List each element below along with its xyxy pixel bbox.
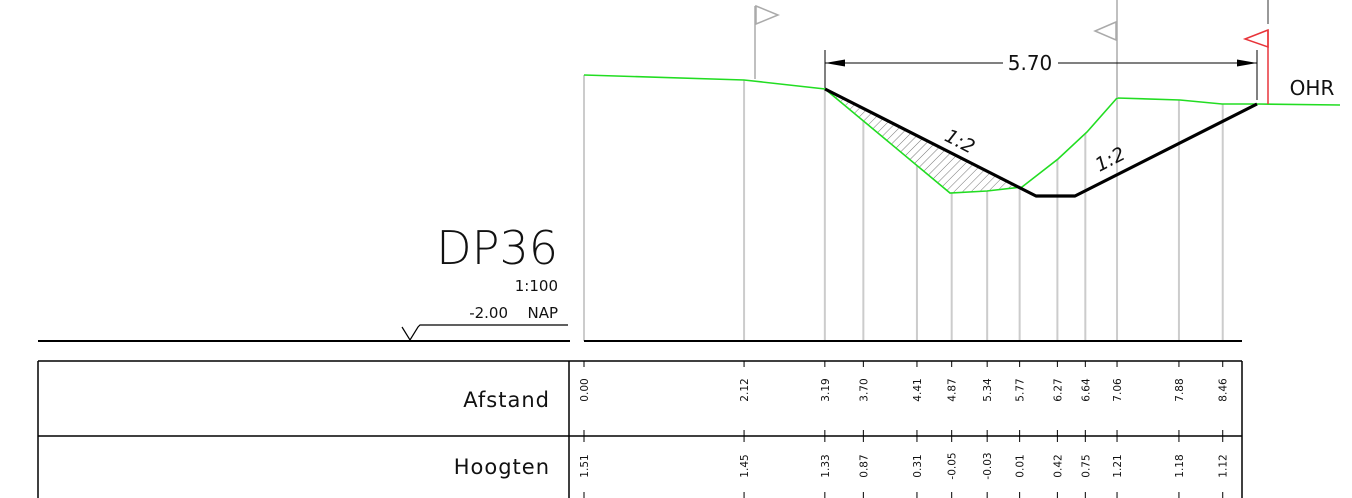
afstand-value: 7.88 (1174, 378, 1186, 401)
dimension-label: 5.70 (1008, 51, 1053, 75)
reference-level-label: NAP (527, 304, 558, 322)
design-profile-line (824, 87, 1258, 198)
afstand-value: 3.70 (858, 378, 870, 401)
flag-marker-left (754, 4, 780, 79)
hoogte-value: 1.21 (1112, 454, 1124, 477)
table-ticks: 0.00 1.51 2.12 1.45 3.19 1.33 3.70 0.87 4.41 0.31… (579, 361, 1230, 498)
afstand-value: 2.12 (739, 378, 751, 401)
data-table: Afstand Hoogten 0.00 1.51 2.12 1.45 3.19 1.33… (37, 360, 1243, 498)
hoogte-value: 0.75 (1080, 454, 1092, 477)
hoogte-value: 1.33 (820, 454, 832, 477)
hoogte-value: 1.51 (579, 454, 591, 477)
station-lines (583, 75, 1224, 341)
flag-marker-middle (1093, 0, 1118, 98)
afstand-value: 6.64 (1080, 378, 1092, 402)
hoogte-value: 0.31 (912, 454, 924, 477)
hoogte-value: -0.05 (947, 452, 959, 479)
afstand-value: 5.34 (982, 378, 994, 402)
hoogte-value: 0.01 (1015, 454, 1027, 477)
hoogte-value: 0.42 (1052, 454, 1064, 477)
hoogte-value: 1.12 (1218, 454, 1230, 477)
hoogte-value: 1.18 (1174, 454, 1186, 477)
row-label-afstand: Afstand (463, 388, 550, 412)
afstand-value: 8.46 (1218, 378, 1230, 402)
afstand-value: 3.19 (820, 378, 832, 401)
hoogte-value: 0.87 (858, 454, 870, 477)
scale-label: 1:100 (515, 277, 558, 295)
reference-level-value: -2.00 (469, 304, 508, 322)
row-label-hoogten: Hoogten (454, 455, 550, 479)
flag-marker-red (1242, 0, 1269, 104)
afstand-value: 0.00 (579, 378, 591, 401)
afstand-value: 6.27 (1052, 378, 1064, 401)
width-dimension: 5.70 (824, 50, 1258, 100)
hoogte-value: -0.03 (982, 452, 994, 479)
afstand-value: 5.77 (1015, 378, 1027, 401)
hoogte-value: 1.45 (739, 454, 751, 477)
afstand-value: 4.41 (912, 378, 924, 401)
afstand-value: 4.87 (947, 378, 959, 401)
water-level-label: OHR (1290, 76, 1335, 100)
level-marker (401, 324, 568, 342)
profile-title: DP36 (436, 221, 558, 275)
afstand-value: 7.06 (1112, 378, 1124, 402)
